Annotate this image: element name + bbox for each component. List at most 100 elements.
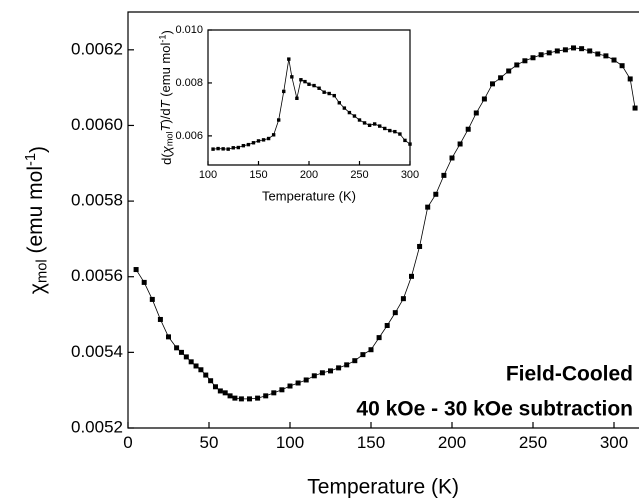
data-point (441, 172, 447, 178)
x-tick-label: 250 (519, 433, 547, 452)
data-point (522, 58, 528, 64)
data-point (295, 96, 299, 100)
y-axis-title-part: χ (159, 145, 174, 154)
data-line (135, 47, 636, 400)
data-point (403, 138, 407, 143)
y-axis-title-part: d( (159, 153, 174, 165)
data-point (149, 296, 155, 302)
data-point (231, 146, 235, 150)
data-point (400, 296, 406, 302)
x-axis-title: Temperature (K) (307, 476, 459, 499)
data-point (393, 129, 397, 134)
data-point (342, 106, 347, 110)
data-point (317, 86, 321, 90)
data-point (303, 79, 307, 84)
data-point (279, 387, 285, 393)
data-point (360, 352, 366, 358)
y-tick-label: 0.0062 (71, 39, 123, 58)
data-point (433, 191, 439, 197)
data-point (236, 145, 240, 150)
y-axis-title-part: ) (160, 30, 175, 34)
data-point (611, 57, 617, 63)
data-point (587, 48, 593, 54)
x-tick-label: 100 (199, 169, 217, 181)
data-point (408, 142, 412, 146)
data-point (212, 384, 218, 390)
y-axis-title-part: -1 (158, 35, 168, 43)
data-point (222, 390, 228, 396)
data-point (498, 75, 504, 81)
data-point (457, 141, 463, 147)
data-point (238, 396, 244, 402)
data-point (303, 377, 309, 383)
data-point (174, 345, 180, 351)
data-point (166, 334, 171, 340)
data-point (562, 47, 568, 53)
data-point (546, 50, 552, 56)
x-tick-label: 50 (200, 433, 219, 452)
axis-frame (127, 11, 639, 429)
data-point (261, 138, 266, 142)
data-point (322, 90, 326, 94)
data-point (372, 122, 377, 126)
data-point (481, 96, 487, 102)
data-point (217, 388, 223, 394)
data-point (357, 118, 362, 122)
data-point (221, 147, 225, 151)
axis-frame (207, 29, 411, 166)
data-point (632, 105, 638, 111)
data-point (490, 81, 495, 87)
data-point (383, 126, 387, 131)
data-point (232, 395, 238, 401)
data-point (263, 393, 269, 399)
data-point (417, 243, 423, 249)
data-point (178, 349, 184, 355)
annotation: Field-Cooled (506, 363, 633, 386)
data-point (336, 365, 342, 371)
data-point (328, 368, 333, 374)
data-point (347, 110, 352, 115)
data-point (208, 378, 214, 384)
x-axis-title: Temperature (K) (262, 188, 356, 203)
data-point (271, 133, 276, 137)
data-point (554, 48, 560, 54)
data-point (514, 62, 520, 68)
data-point (409, 273, 414, 279)
data-point (188, 359, 194, 365)
data-point (449, 155, 455, 161)
data-point (398, 132, 402, 136)
y-tick-label: 0.0052 (71, 417, 123, 436)
x-tick-label: 0 (123, 433, 132, 452)
data-point (141, 279, 147, 285)
data-point (203, 372, 209, 378)
data-point (378, 124, 382, 128)
y-axis-title-part: (emu mol (158, 43, 173, 101)
x-tick-label: 300 (600, 433, 628, 452)
data-point (392, 310, 398, 316)
data-point (255, 395, 261, 401)
data-point (327, 91, 331, 96)
data-point (538, 52, 544, 58)
y-tick-label: 0.0056 (71, 266, 123, 285)
data-point (271, 390, 277, 396)
y-axis-title-part: (emu mol (24, 166, 47, 259)
data-point (311, 373, 317, 379)
x-tick-label: 150 (249, 169, 267, 181)
y-tick-label: 0.0054 (71, 342, 123, 361)
data-point (332, 93, 336, 98)
y-tick-label: 0.0058 (71, 191, 123, 210)
data-point (376, 335, 382, 341)
data-point (295, 380, 301, 386)
data-point (384, 323, 390, 329)
data-point (465, 126, 471, 132)
data-point (277, 118, 281, 122)
data-point (227, 393, 233, 399)
data-point (337, 101, 341, 105)
data-point (226, 147, 230, 151)
y-tick-label: 0.0060 (71, 115, 123, 134)
data-point (287, 57, 291, 61)
data-point (193, 363, 199, 369)
y-axis-title-part: mol (165, 131, 175, 146)
y-axis-title-part: T (158, 122, 173, 131)
